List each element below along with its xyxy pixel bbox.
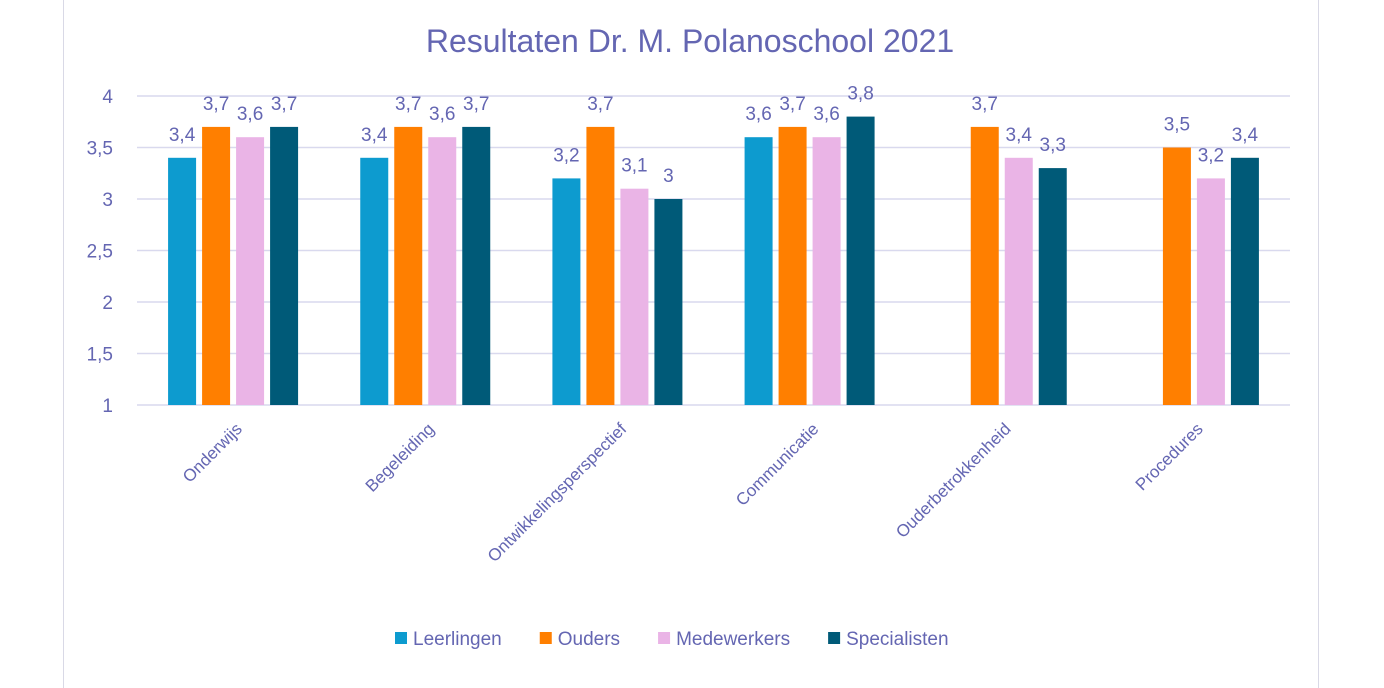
y-tick-label: 1,5 bbox=[87, 345, 113, 366]
legend-swatch bbox=[658, 632, 671, 644]
data-label: 3,6 bbox=[429, 104, 455, 125]
category-label: Ontwikkelingsperspectief bbox=[484, 419, 631, 566]
data-label: 3,7 bbox=[271, 94, 297, 115]
chart-frame bbox=[63, 0, 1319, 688]
bar bbox=[812, 137, 841, 405]
bar bbox=[202, 126, 231, 406]
bar bbox=[394, 126, 423, 406]
bar bbox=[586, 126, 615, 406]
y-tick-label: 1 bbox=[102, 396, 113, 417]
bar bbox=[654, 199, 683, 405]
y-tick-label: 4 bbox=[102, 87, 113, 108]
category-label: Onderwijs bbox=[179, 419, 246, 486]
y-tick-label: 2,5 bbox=[87, 242, 113, 263]
data-label: 3,4 bbox=[361, 125, 388, 146]
data-label: 3,7 bbox=[587, 94, 613, 115]
bar bbox=[846, 116, 875, 405]
category-label: Ouderbetrokkenheid bbox=[892, 419, 1014, 541]
data-label: 3,4 bbox=[1232, 125, 1259, 146]
data-label: 3,4 bbox=[169, 125, 196, 146]
bar bbox=[744, 137, 773, 405]
legend-swatch bbox=[828, 632, 841, 644]
data-label: 3,7 bbox=[203, 94, 229, 115]
bar bbox=[970, 126, 999, 406]
data-label: 3,5 bbox=[1164, 115, 1190, 136]
data-label: 3,7 bbox=[395, 94, 421, 115]
data-label: 3,6 bbox=[237, 104, 263, 125]
data-label: 3,7 bbox=[779, 94, 805, 115]
data-label: 3,8 bbox=[847, 84, 873, 105]
bar bbox=[552, 178, 581, 405]
legend-label: Specialisten bbox=[846, 629, 948, 650]
bar bbox=[360, 157, 389, 405]
bar bbox=[428, 137, 457, 405]
y-tick-label: 3 bbox=[102, 190, 113, 211]
legend-swatch bbox=[395, 632, 407, 644]
category-label: Procedures bbox=[1132, 419, 1207, 494]
data-label: 3,2 bbox=[1198, 145, 1224, 166]
data-label: 3,4 bbox=[1006, 125, 1033, 146]
bar bbox=[1004, 157, 1033, 405]
data-label: 3,3 bbox=[1040, 135, 1066, 156]
y-tick-label: 3,5 bbox=[87, 139, 113, 160]
bar bbox=[620, 188, 649, 405]
data-label: 3,2 bbox=[553, 145, 579, 166]
bar bbox=[168, 157, 197, 405]
data-label: 3 bbox=[663, 166, 674, 187]
bar bbox=[236, 137, 265, 405]
legend-label: Leerlingen bbox=[413, 629, 502, 650]
legend-label: Medewerkers bbox=[676, 629, 790, 650]
category-label: Begeleiding bbox=[362, 419, 438, 495]
bar bbox=[1038, 168, 1067, 405]
data-label: 3,1 bbox=[621, 156, 647, 177]
chart-title: Resultaten Dr. M. Polanoschool 2021 bbox=[426, 23, 954, 59]
data-label: 3,7 bbox=[463, 94, 489, 115]
data-label: 3,7 bbox=[972, 94, 998, 115]
data-label: 3,6 bbox=[745, 104, 771, 125]
bar bbox=[1196, 178, 1225, 405]
bar bbox=[462, 126, 491, 406]
category-label: Communicatie bbox=[732, 419, 822, 509]
bar bbox=[1230, 157, 1259, 405]
data-label: 3,6 bbox=[813, 104, 839, 125]
bar bbox=[270, 126, 299, 406]
legend-label: Ouders bbox=[558, 629, 620, 650]
y-tick-label: 2 bbox=[102, 293, 113, 314]
bar bbox=[1162, 147, 1191, 405]
legend-swatch bbox=[539, 632, 552, 644]
bar bbox=[778, 126, 807, 406]
